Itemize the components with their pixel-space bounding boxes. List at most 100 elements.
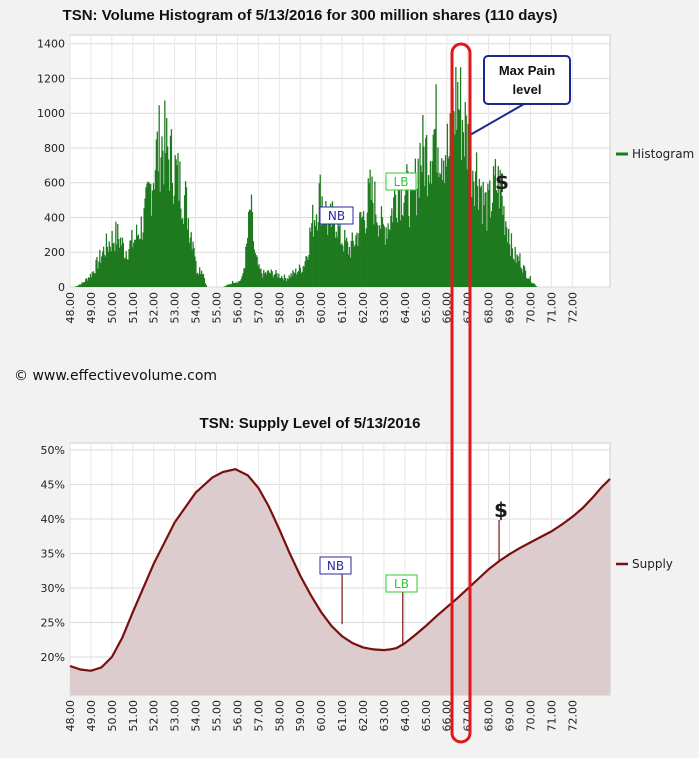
histogram-bar (377, 224, 379, 287)
histogram-bar (317, 222, 319, 287)
histogram-bar (105, 233, 108, 287)
histogram-bar (400, 180, 402, 287)
histogram-bar (446, 123, 449, 287)
histogram-bar (368, 183, 370, 287)
histogram-y-tick: 1200 (37, 72, 65, 85)
histogram-x-tick: 64.00 (399, 292, 412, 324)
supply-x-tick: 63.00 (378, 700, 391, 732)
histogram-bar (118, 239, 120, 287)
supply-x-tick: 49.00 (85, 700, 98, 732)
histogram-bar (133, 242, 135, 287)
histogram-bar (384, 244, 386, 287)
supply-lb-label-box (385, 574, 418, 593)
histogram-bar (87, 277, 90, 287)
histogram-bar (413, 185, 416, 287)
histogram-bar (329, 203, 332, 287)
histogram-bar (346, 241, 349, 287)
histogram-bar (344, 229, 346, 287)
histogram-bar (339, 217, 341, 287)
histogram-bar (188, 242, 190, 287)
histogram-bar (173, 195, 175, 287)
histogram-bar (88, 278, 91, 287)
histogram-bar (408, 216, 410, 287)
histogram-bar (334, 237, 336, 287)
histogram-bar (355, 235, 357, 287)
histogram-bar (170, 129, 173, 287)
histogram-bar (381, 217, 384, 287)
histogram-bar (124, 257, 126, 287)
histogram-bar (535, 285, 537, 287)
histogram-bar (278, 273, 280, 287)
histogram-bar (266, 270, 269, 287)
histogram-bar (86, 280, 89, 287)
histogram-bar (467, 123, 469, 287)
histogram-bar (365, 228, 368, 287)
histogram-bar (95, 259, 97, 287)
histogram-bar (121, 237, 124, 287)
histogram-bar (483, 205, 485, 287)
histogram-bar (169, 135, 172, 287)
supply-title: TSN: Supply Level of 5/13/2016 (200, 415, 421, 432)
histogram-bar (193, 247, 195, 287)
histogram-bar (144, 198, 146, 287)
histogram-bar (102, 246, 105, 287)
histogram-bar (419, 142, 421, 287)
histogram-bar (108, 241, 110, 287)
histogram-bar (123, 258, 125, 287)
histogram-bar (270, 269, 272, 287)
max-pain-callout-line1: Max Pain (499, 63, 555, 78)
histogram-bar (491, 202, 494, 287)
histogram-x-tick: 60.00 (315, 292, 328, 324)
histogram-y-tick: 600 (44, 177, 65, 190)
histogram-bar (236, 283, 238, 287)
histogram-bar (353, 246, 355, 287)
histogram-bar (351, 232, 353, 287)
histogram-bar (374, 181, 376, 287)
histogram-bar (83, 282, 85, 287)
histogram-bar (231, 283, 233, 287)
histogram-bar (267, 270, 270, 287)
histogram-x-tick: 48.00 (64, 292, 77, 324)
histogram-bar (385, 227, 387, 287)
histogram-x-tick: 49.00 (85, 292, 98, 324)
histogram-bar (141, 239, 143, 287)
histogram-bar (167, 159, 170, 287)
histogram-bar (75, 286, 77, 287)
histogram-bar (143, 208, 145, 287)
histogram-bar (458, 110, 461, 287)
histogram-bar (343, 251, 345, 287)
histogram-bar (479, 187, 481, 287)
histogram-bar (196, 273, 198, 287)
histogram-bar (194, 256, 196, 287)
histogram-x-tick: 59.00 (294, 292, 307, 324)
histogram-bar (282, 280, 285, 287)
histogram-bar (244, 267, 246, 287)
histogram-bar (458, 109, 460, 288)
histogram-bar (298, 264, 301, 287)
histogram-bar (335, 231, 337, 287)
histogram-bar (341, 243, 343, 287)
histogram-bar (119, 237, 122, 287)
histogram-bar (251, 212, 254, 287)
histogram-x-tick: 67.00 (462, 292, 475, 324)
histogram-bar (320, 225, 322, 287)
histogram-bar (302, 266, 304, 287)
histogram-bar (106, 246, 109, 287)
histogram-bar (76, 286, 78, 287)
supply-y-tick: 25% (41, 617, 65, 630)
histogram-bar (440, 174, 442, 287)
histogram-bar (149, 183, 151, 287)
histogram-bar (255, 254, 257, 287)
histogram-bar (271, 271, 273, 287)
histogram-bar (348, 246, 351, 287)
histogram-bar (423, 146, 425, 287)
histogram-bar (131, 230, 133, 287)
histogram-bar (478, 178, 481, 287)
histogram-bar (486, 230, 488, 287)
histogram-bar (530, 282, 532, 287)
histogram-bar (336, 237, 338, 287)
histogram-bar (410, 172, 413, 287)
histogram-bar (506, 227, 508, 287)
histogram-bar (162, 150, 164, 287)
histogram-bar (417, 158, 419, 287)
